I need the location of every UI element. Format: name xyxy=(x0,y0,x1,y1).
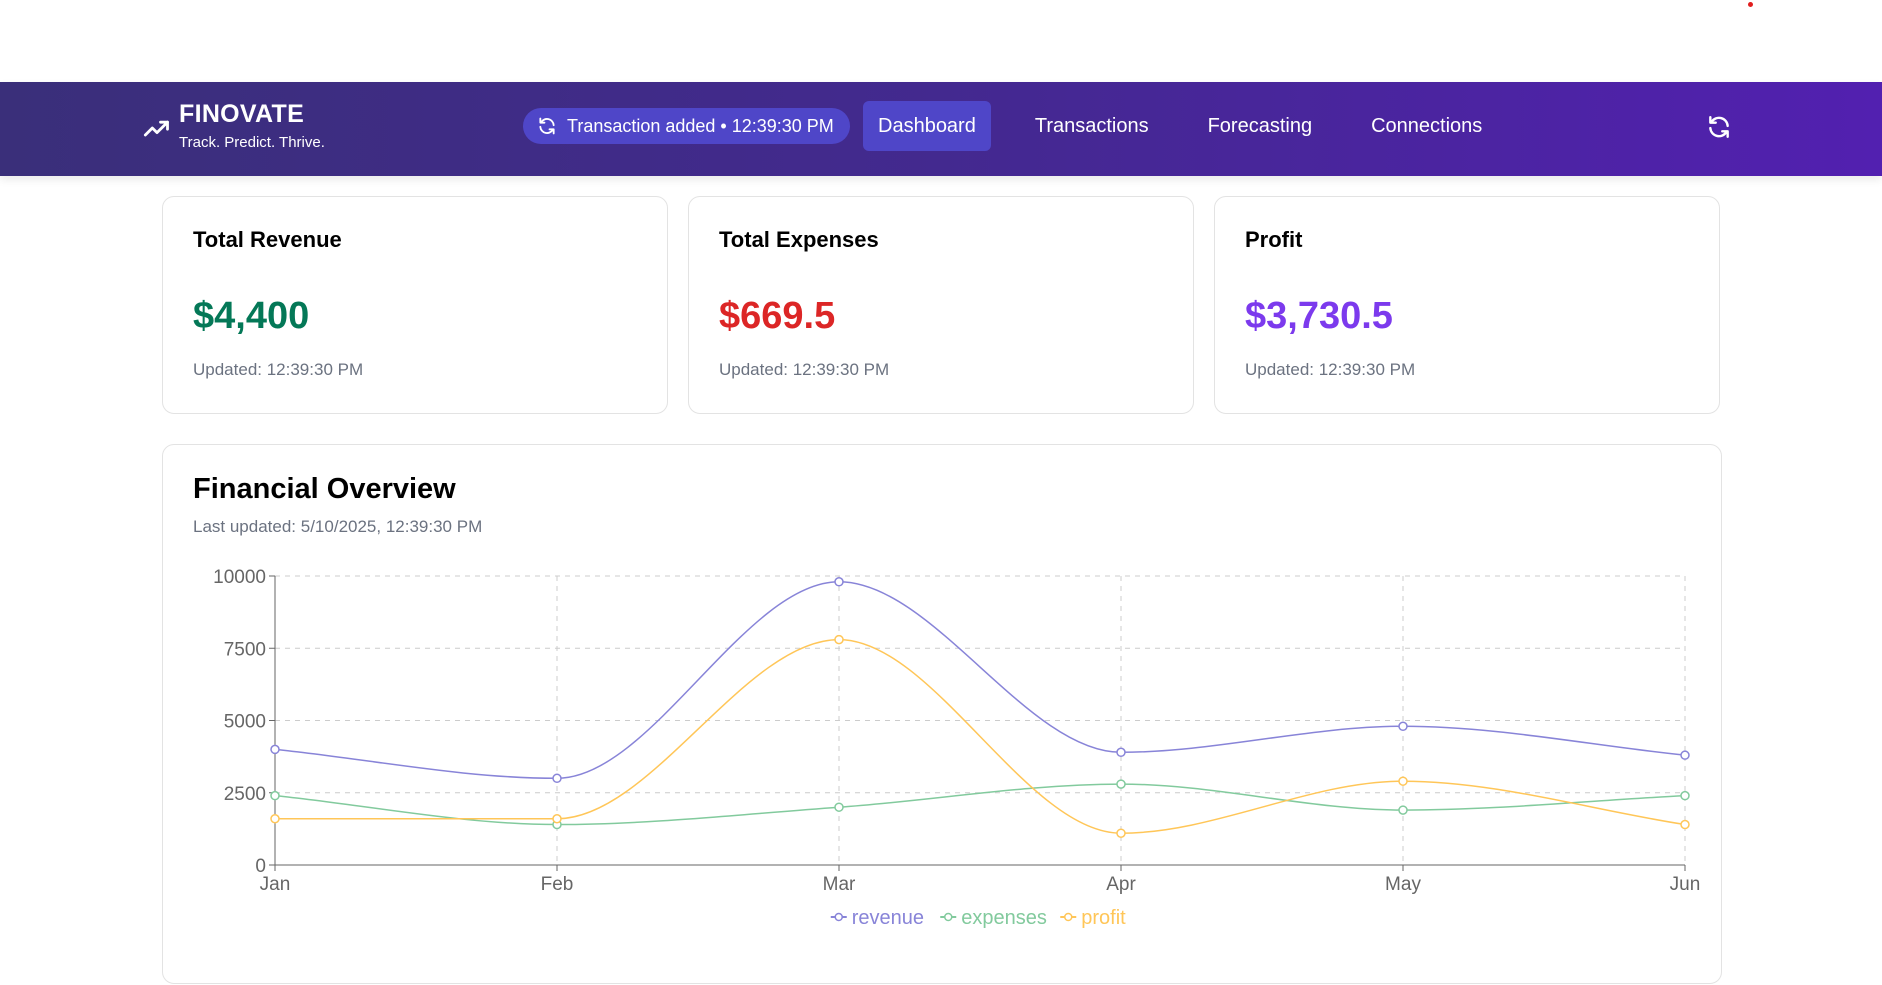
refresh-icon xyxy=(1709,116,1729,138)
trending-up-icon xyxy=(143,120,169,137)
data-point-expenses xyxy=(270,790,280,801)
card-total-revenue: Total Revenue $4,400 Updated: 12:39:30 P… xyxy=(162,196,668,414)
data-point-profit xyxy=(1398,776,1408,786)
legend-label-revenue: revenue xyxy=(852,907,924,929)
card-value: $4,400 xyxy=(193,295,310,337)
main-nav: Dashboard Transactions Forecasting Conne… xyxy=(863,101,1514,151)
data-point-profit xyxy=(834,634,844,645)
data-point-revenue xyxy=(1116,747,1126,758)
data-point-profit xyxy=(552,814,562,824)
top-bar xyxy=(0,0,1882,82)
data-point-revenue xyxy=(1398,721,1408,732)
legend-marker-revenue xyxy=(834,912,843,922)
card-value: $669.5 xyxy=(719,295,836,337)
data-point-revenue xyxy=(270,744,280,755)
data-point-profit xyxy=(1680,819,1690,830)
refresh-button[interactable] xyxy=(1706,114,1732,145)
series-line-profit xyxy=(275,638,1686,834)
data-point-expenses xyxy=(1398,805,1408,815)
data-point-profit xyxy=(270,814,280,824)
x-tick-label: Jan xyxy=(260,874,291,895)
legend-label-expenses: expenses xyxy=(961,907,1047,929)
y-tick-label: 7500 xyxy=(224,639,266,660)
x-tick-label: Apr xyxy=(1106,874,1136,895)
y-tick-label: 2500 xyxy=(224,784,266,805)
data-point-revenue xyxy=(834,577,844,587)
y-tick-label: 0 xyxy=(255,856,266,877)
series-line-revenue xyxy=(274,581,1686,780)
card-title: Total Expenses xyxy=(719,227,879,252)
data-point-expenses xyxy=(1116,779,1126,789)
transaction-notification: Transaction added • 12:39:30 PM xyxy=(523,108,850,144)
x-tick-label: Mar xyxy=(823,874,856,895)
summary-cards: Total Revenue $4,400 Updated: 12:39:30 P… xyxy=(162,196,1720,414)
card-updated: Updated: 12:39:30 PM xyxy=(193,360,364,379)
x-tick-label: Jun xyxy=(1670,874,1701,895)
legend-marker-profit xyxy=(1064,912,1073,922)
notification-text: Transaction added • 12:39:30 PM xyxy=(567,115,834,136)
card-total-expenses: Total Expenses $669.5 Updated: 12:39:30 … xyxy=(688,196,1194,414)
nav-connections[interactable]: Connections xyxy=(1371,114,1483,137)
x-tick-label: May xyxy=(1385,874,1421,895)
y-tick-label: 5000 xyxy=(224,712,266,733)
financial-chart: 0 2500 5000 7500 10000 Jan Feb Mar Apr May Jun reve… xyxy=(213,567,1701,929)
nav-forecasting[interactable]: Forecasting xyxy=(1207,114,1313,137)
card-value: $3,730.5 xyxy=(1245,295,1393,337)
data-point-revenue xyxy=(552,773,562,784)
navbar: FINOVATE Track. Predict. Thrive. Transac… xyxy=(0,82,1882,176)
data-point-expenses xyxy=(1680,790,1690,801)
x-tick-label: Feb xyxy=(541,874,574,895)
y-tick-label: 10000 xyxy=(213,567,266,588)
nav-dashboard[interactable]: Dashboard xyxy=(863,101,991,151)
overview-title: Financial Overview xyxy=(193,473,456,505)
refresh-icon xyxy=(539,117,555,135)
card-updated: Updated: 12:39:30 PM xyxy=(719,360,890,379)
data-point-profit xyxy=(1116,828,1126,838)
series-line-expenses xyxy=(274,783,1686,826)
indicator-dot xyxy=(1748,2,1753,7)
brand-tagline: Track. Predict. Thrive. xyxy=(179,134,325,151)
brand[interactable]: FINOVATE Track. Predict. Thrive. xyxy=(143,100,325,151)
financial-overview-panel: 0 2500 5000 7500 10000 Jan Feb Mar Apr May Jun reve… xyxy=(162,444,1722,984)
legend-marker-expenses xyxy=(944,912,953,922)
card-title: Profit xyxy=(1245,227,1303,252)
data-point-revenue xyxy=(1680,750,1690,760)
card-updated: Updated: 12:39:30 PM xyxy=(1245,360,1416,379)
card-profit: Profit $3,730.5 Updated: 12:39:30 PM xyxy=(1214,196,1720,414)
data-point-expenses xyxy=(834,802,844,812)
nav-transactions[interactable]: Transactions xyxy=(1034,114,1149,137)
legend-label-profit: profit xyxy=(1081,907,1126,929)
overview-subtitle: Last updated: 5/10/2025, 12:39:30 PM xyxy=(193,517,483,536)
brand-title: FINOVATE xyxy=(179,100,305,128)
card-title: Total Revenue xyxy=(193,227,342,252)
